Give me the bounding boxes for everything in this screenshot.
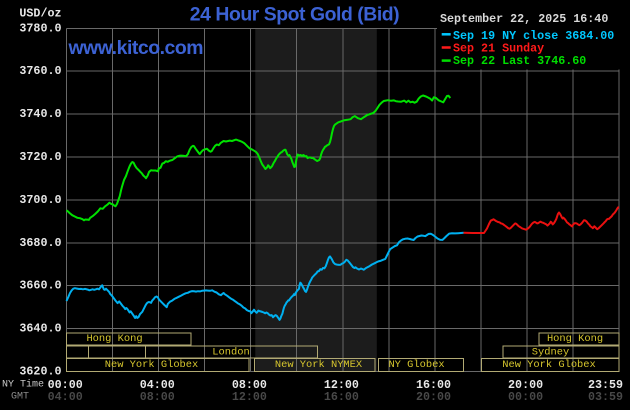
svg-text:Sep 21 Sunday: Sep 21 Sunday	[453, 41, 544, 55]
svg-text:GMT: GMT	[11, 391, 29, 402]
svg-text:00:00: 00:00	[508, 390, 543, 404]
svg-text:3680.0: 3680.0	[19, 236, 61, 250]
svg-text:www.kitco.com: www.kitco.com	[68, 37, 204, 59]
svg-text:Hong Kong: Hong Kong	[547, 333, 603, 345]
svg-text:24 Hour Spot Gold (Bid): 24 Hour Spot Gold (Bid)	[190, 4, 399, 26]
svg-text:September 22, 2025 16:40: September 22, 2025 16:40	[440, 12, 608, 26]
svg-text:NY Time: NY Time	[2, 379, 44, 391]
svg-text:3780.0: 3780.0	[19, 21, 61, 35]
svg-text:Hong Kong: Hong Kong	[86, 333, 142, 345]
svg-text:New York Globex: New York Globex	[502, 359, 596, 371]
svg-text:23:59: 23:59	[588, 378, 623, 392]
svg-text:Sep 22 Last 3746.60: Sep 22 Last 3746.60	[453, 54, 586, 68]
svg-text:03:59: 03:59	[588, 390, 623, 404]
svg-text:12:00: 12:00	[232, 390, 267, 404]
svg-text:20:00: 20:00	[508, 378, 543, 392]
svg-text:08:00: 08:00	[232, 378, 267, 392]
svg-text:3760.0: 3760.0	[19, 64, 61, 78]
svg-text:NY Globex: NY Globex	[388, 359, 444, 371]
svg-text:04:00: 04:00	[140, 378, 175, 392]
svg-text:3700.0: 3700.0	[19, 193, 61, 207]
svg-text:12:00: 12:00	[324, 378, 359, 392]
svg-text:16:00: 16:00	[416, 378, 451, 392]
svg-text:3640.0: 3640.0	[19, 322, 61, 336]
svg-text:20:00: 20:00	[416, 390, 451, 404]
svg-text:3720.0: 3720.0	[19, 150, 61, 164]
svg-text:London: London	[212, 346, 249, 358]
svg-text:3620.0: 3620.0	[19, 365, 61, 379]
svg-text:New York Globex: New York Globex	[105, 359, 199, 371]
svg-text:08:00: 08:00	[140, 390, 175, 404]
svg-text:16:00: 16:00	[324, 390, 359, 404]
svg-text:USD/oz: USD/oz	[19, 7, 61, 21]
svg-text:3740.0: 3740.0	[19, 107, 61, 121]
svg-text:04:00: 04:00	[48, 390, 83, 404]
svg-text:Sydney: Sydney	[532, 346, 569, 358]
svg-text:Sep 19 NY close 3684.00: Sep 19 NY close 3684.00	[453, 29, 614, 43]
svg-text:3660.0: 3660.0	[19, 279, 61, 293]
svg-text:New York NYMEX: New York NYMEX	[275, 359, 363, 371]
svg-text:00:00: 00:00	[48, 378, 83, 392]
